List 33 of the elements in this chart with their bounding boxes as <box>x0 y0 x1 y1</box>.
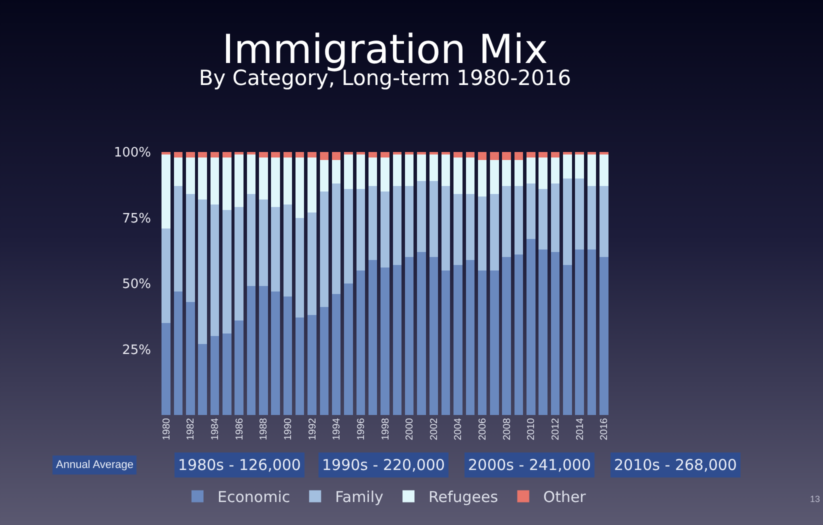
x-tick-label: 1994 <box>332 418 343 440</box>
x-tick-label: 2016 <box>599 418 610 440</box>
y-tick-label: 100% <box>114 146 151 161</box>
x-tick-label: 1982 <box>186 418 197 440</box>
legend-label: Other <box>543 488 587 506</box>
x-tick-label: 2004 <box>453 418 464 440</box>
x-tick-label: 1986 <box>234 418 246 440</box>
x-tick-label: 2006 <box>478 418 489 440</box>
x-tick-label: 2008 <box>502 418 513 440</box>
legend-label: Refugees <box>428 488 498 506</box>
x-tick-label: 1998 <box>380 418 392 440</box>
text: 1990s - 220,000 <box>322 456 445 474</box>
x-tick-label: 2012 <box>550 418 562 440</box>
x-tick-label: 2000 <box>404 418 416 440</box>
x-tick-label: 1996 <box>356 418 367 440</box>
x-tick-label: 1980 <box>161 418 172 440</box>
text: 1980s - 126,000 <box>178 456 301 474</box>
x-tick-label: 2002 <box>428 418 440 440</box>
text: 2000s - 241,000 <box>468 456 591 474</box>
x-tick-label: 1992 <box>307 418 318 440</box>
text: 13 <box>810 494 820 504</box>
y-tick-label: 25% <box>122 342 151 358</box>
text: Annual Average <box>56 459 134 471</box>
text: 2010s - 268,000 <box>614 456 737 474</box>
x-tick-label: 1990 <box>282 418 294 440</box>
y-tick-label: 50% <box>122 277 151 292</box>
x-tick-label: 2010 <box>526 418 538 440</box>
x-tick-label: 1988 <box>258 418 270 440</box>
y-tick-label: 75% <box>122 211 151 226</box>
x-tick-label: 2014 <box>574 418 586 440</box>
legend-label: Family <box>335 488 384 506</box>
x-tick-label: 1984 <box>210 418 221 440</box>
legend-label: Economic <box>218 488 290 506</box>
